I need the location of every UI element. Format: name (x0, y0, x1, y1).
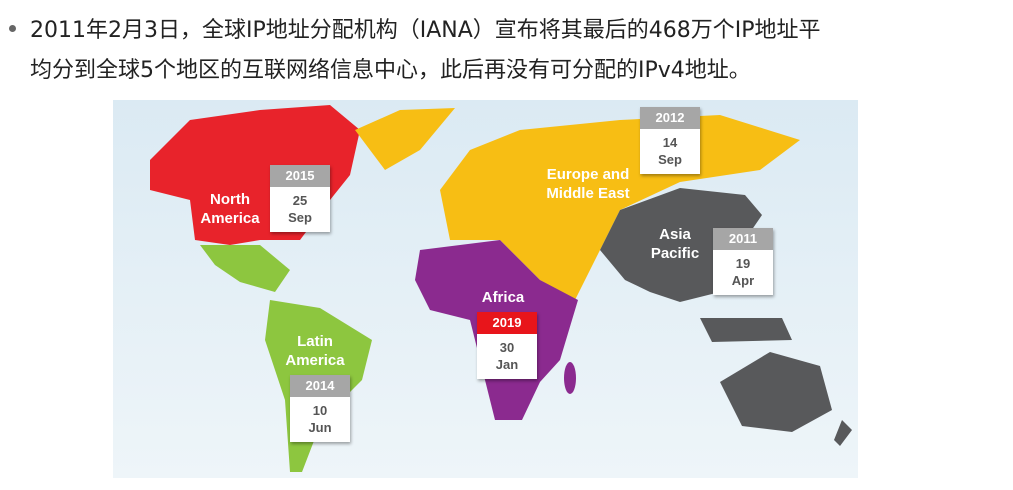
region-label: Latin America (285, 333, 345, 369)
badge-date: 30 Jan (477, 334, 537, 379)
region-label: North America (200, 191, 260, 227)
badge-year: 2019 (477, 312, 537, 334)
southeast-asia (700, 318, 792, 342)
badge-day: 10 (312, 403, 328, 418)
greenland (355, 108, 455, 170)
region-label: Asia Pacific (650, 226, 700, 262)
badge-day: 25 (292, 193, 308, 208)
badge-month: Apr (731, 273, 755, 288)
region-label: Europe and Middle East (546, 166, 630, 202)
badge-month: Sep (288, 210, 312, 225)
badge-date: 19 Apr (713, 250, 773, 295)
date-badge: 2019 30 Jan (477, 312, 537, 379)
date-badge: 2015 25 Sep (270, 165, 330, 232)
badge-month: Jan (495, 357, 519, 372)
badge-month: Jun (308, 420, 332, 435)
badge-year: 2014 (290, 375, 350, 397)
badge-year: 2012 (640, 107, 700, 129)
bullet-dot (9, 25, 16, 32)
region-label: Africa (481, 289, 525, 306)
bullet-line: 2011年2月3日，全球IP地址分配机构（IANA）宣布将其最后的468万个IP… (30, 18, 821, 43)
badge-date: 25 Sep (270, 187, 330, 232)
date-badge: 2011 19 Apr (713, 228, 773, 295)
badge-month: Sep (658, 152, 682, 167)
badge-day: 14 (662, 135, 678, 150)
europe-middle-east (440, 115, 800, 300)
date-badge: 2012 14 Sep (640, 107, 700, 174)
badge-year: 2011 (713, 228, 773, 250)
badge-day: 19 (735, 256, 751, 271)
badge-date: 10 Jun (290, 397, 350, 442)
date-badge: 2014 10 Jun (290, 375, 350, 442)
madagascar (564, 362, 576, 394)
badge-year: 2015 (270, 165, 330, 187)
bullet-line: 均分到全球5个地区的互联网络信息中心，此后再没有可分配的IPv4地址。 (30, 58, 751, 83)
new-zealand (834, 420, 852, 446)
australia (720, 352, 832, 432)
central-america (200, 245, 290, 292)
badge-date: 14 Sep (640, 129, 700, 174)
badge-day: 30 (499, 340, 515, 355)
